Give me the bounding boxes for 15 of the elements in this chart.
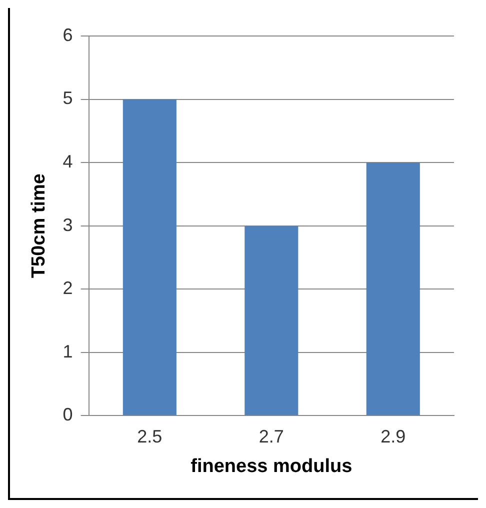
y-tick-label: 4 [62,152,73,172]
y-axis-title: T50cm time [28,174,50,278]
bar [122,99,176,416]
y-tick-label: 3 [62,214,73,235]
y-tick-label: 6 [62,24,73,45]
bar [366,162,420,416]
y-tick-label: 2 [62,278,73,298]
y-tick-label: 5 [62,88,73,108]
y-tick-label: 1 [62,341,73,362]
y-tick-label: 0 [62,404,73,425]
bar [244,226,298,416]
x-axis-title: fineness modulus [190,456,352,477]
x-tick-label: 2.5 [137,426,162,446]
x-tick-label: 2.7 [258,426,284,446]
x-tick-label: 2.9 [380,426,406,446]
